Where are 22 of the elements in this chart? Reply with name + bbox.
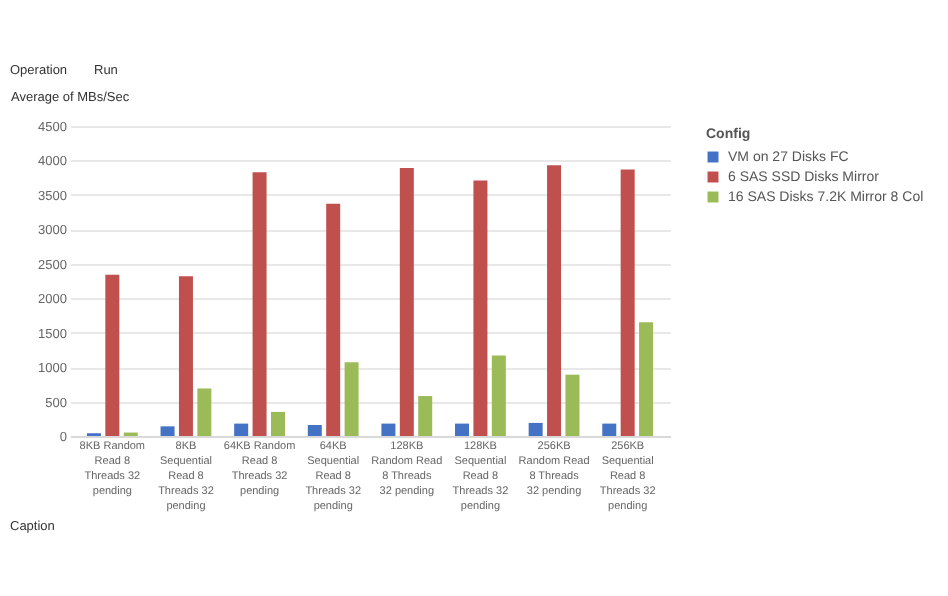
bar [473,180,488,436]
bar [197,388,212,436]
bar [178,276,193,436]
bar [326,203,341,436]
bar [399,168,414,436]
bar [602,423,617,436]
bar [565,374,580,436]
bar [160,426,175,436]
bar [234,423,249,436]
bar [344,362,359,436]
bar [252,172,267,436]
bar [381,423,396,436]
bar [528,422,543,436]
bar [270,411,285,436]
bar [547,165,562,436]
bar [455,423,470,436]
bar [639,322,654,436]
bar [418,396,433,436]
bar [620,169,635,436]
bar [105,274,120,436]
bar [491,355,506,436]
bar [307,424,322,436]
